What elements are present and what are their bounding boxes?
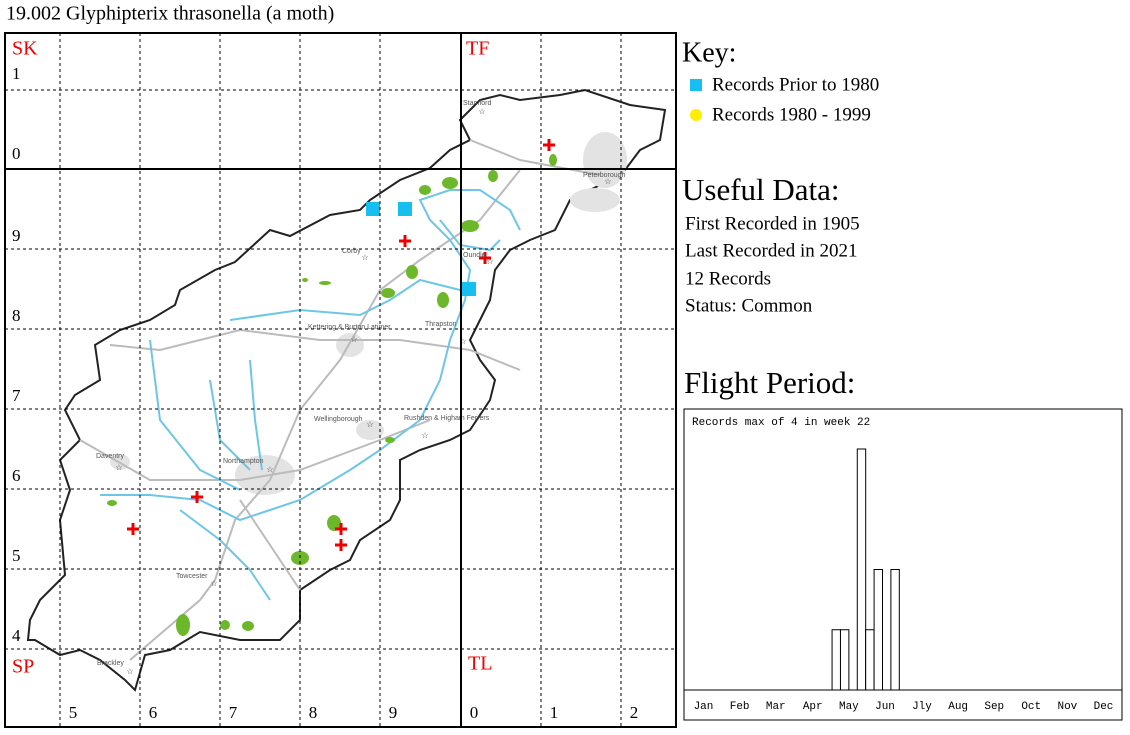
town-label: Peterborough <box>583 172 626 179</box>
town-label: Thrapston <box>425 321 457 328</box>
x-tick-label: Jan <box>694 701 714 713</box>
x-tick-label: Feb <box>730 701 750 713</box>
town-marker: ☆ <box>350 335 357 344</box>
x-tick-label: May <box>839 701 859 713</box>
town-marker: ☆ <box>478 107 485 116</box>
town-label: Stamford <box>463 100 492 107</box>
row-label: 9 <box>12 226 21 245</box>
town-label: Daventry <box>96 453 125 460</box>
town-label: Oundle <box>463 252 486 259</box>
bar <box>856 448 867 691</box>
row-label: 0 <box>12 144 21 163</box>
grid-square-label: SK <box>12 38 38 60</box>
data-line: Status: Common <box>685 295 813 316</box>
useful-data-title: Useful Data: <box>682 172 840 207</box>
county-outline <box>26 88 667 692</box>
key-swatch <box>690 109 702 121</box>
bar <box>890 569 900 691</box>
chart-frame <box>683 408 1123 721</box>
town-label: Northampton <box>223 458 264 465</box>
key-title: Key: <box>682 37 736 68</box>
town-marker: ☆ <box>266 465 273 474</box>
flight-period: Flight Period: Records max of 4 in week … <box>683 365 1123 721</box>
x-tick-label: Oct <box>1021 701 1041 713</box>
useful-data: Useful Data: First Recorded in 1905 Last… <box>682 172 860 316</box>
row-label: 1 <box>12 64 21 83</box>
key-item: Records 1980 - 1999 <box>712 104 871 125</box>
row-label: 5 <box>12 546 21 565</box>
towns: ☆Stamford☆Peterborough☆Corby☆Oundle☆Kett… <box>96 100 626 676</box>
town-label: Kettering & Burton Latimer <box>308 324 391 331</box>
bar <box>831 629 841 691</box>
key-swatch <box>690 79 702 91</box>
data-line: 12 Records <box>685 268 771 289</box>
x-tick-label: Dec <box>1094 701 1114 713</box>
column-label: 0 <box>470 703 479 722</box>
column-label: 7 <box>229 703 238 722</box>
grid-square-label: TF <box>466 38 489 60</box>
column-label: 1 <box>550 703 559 722</box>
key: Key: Records Prior to 1980 Records 1980 … <box>682 37 879 125</box>
map-frame <box>4 32 677 728</box>
grid-square-lines <box>5 33 676 727</box>
town-marker: ☆ <box>115 463 122 472</box>
x-tick-label: Nov <box>1057 701 1077 713</box>
bar <box>865 629 875 691</box>
town-marker: ☆ <box>486 257 493 266</box>
chart-annotation: Records max of 4 in week 22 <box>692 417 870 429</box>
x-tick-label: Jly <box>912 701 932 713</box>
column-label: 2 <box>630 703 639 722</box>
column-label: 6 <box>149 703 158 722</box>
x-tick-label: Apr <box>803 701 823 713</box>
town-marker: ☆ <box>459 337 466 346</box>
town-label: Corby <box>342 248 361 255</box>
woodland <box>107 154 557 636</box>
town-label: Rushden & Higham Ferrers <box>404 415 490 422</box>
row-label: 4 <box>12 626 21 645</box>
bar <box>839 629 850 691</box>
column-label: 9 <box>389 703 398 722</box>
map: ☆Stamford☆Peterborough☆Corby☆Oundle☆Kett… <box>4 32 677 728</box>
x-tick-label: Sep <box>984 701 1004 713</box>
column-label: 5 <box>69 703 78 722</box>
data-line: Last Recorded in 2021 <box>685 240 858 261</box>
page-title: 19.002 Glyphipterix thrasonella (a moth) <box>6 3 334 25</box>
chart-title: Flight Period: <box>684 365 855 400</box>
row-label: 6 <box>12 466 21 485</box>
row-label: 8 <box>12 306 21 325</box>
town-label: Brackley <box>97 660 124 667</box>
town-label: Towcester <box>176 573 208 580</box>
records-recent <box>127 139 555 551</box>
town-marker: ☆ <box>126 667 133 676</box>
grid-square-label: SP <box>12 656 34 678</box>
column-label: 8 <box>309 703 318 722</box>
x-tick-label: Mar <box>766 701 786 713</box>
x-tick-label: Aug <box>948 701 968 713</box>
key-item: Records Prior to 1980 <box>712 74 879 95</box>
x-tick-label: Jun <box>875 701 895 713</box>
town-marker: ☆ <box>366 420 373 429</box>
town-label: Wellingborough <box>314 416 363 423</box>
grid-square-label: TL <box>468 653 492 675</box>
bar <box>873 569 883 691</box>
rivers <box>100 189 521 601</box>
town-marker: ☆ <box>421 431 428 440</box>
records-pre-1980 <box>366 202 476 296</box>
town-marker: ☆ <box>604 177 611 186</box>
data-line: First Recorded in 1905 <box>685 213 860 234</box>
town-marker: ☆ <box>361 253 368 262</box>
town-marker: ☆ <box>210 579 217 588</box>
row-label: 7 <box>12 386 21 405</box>
